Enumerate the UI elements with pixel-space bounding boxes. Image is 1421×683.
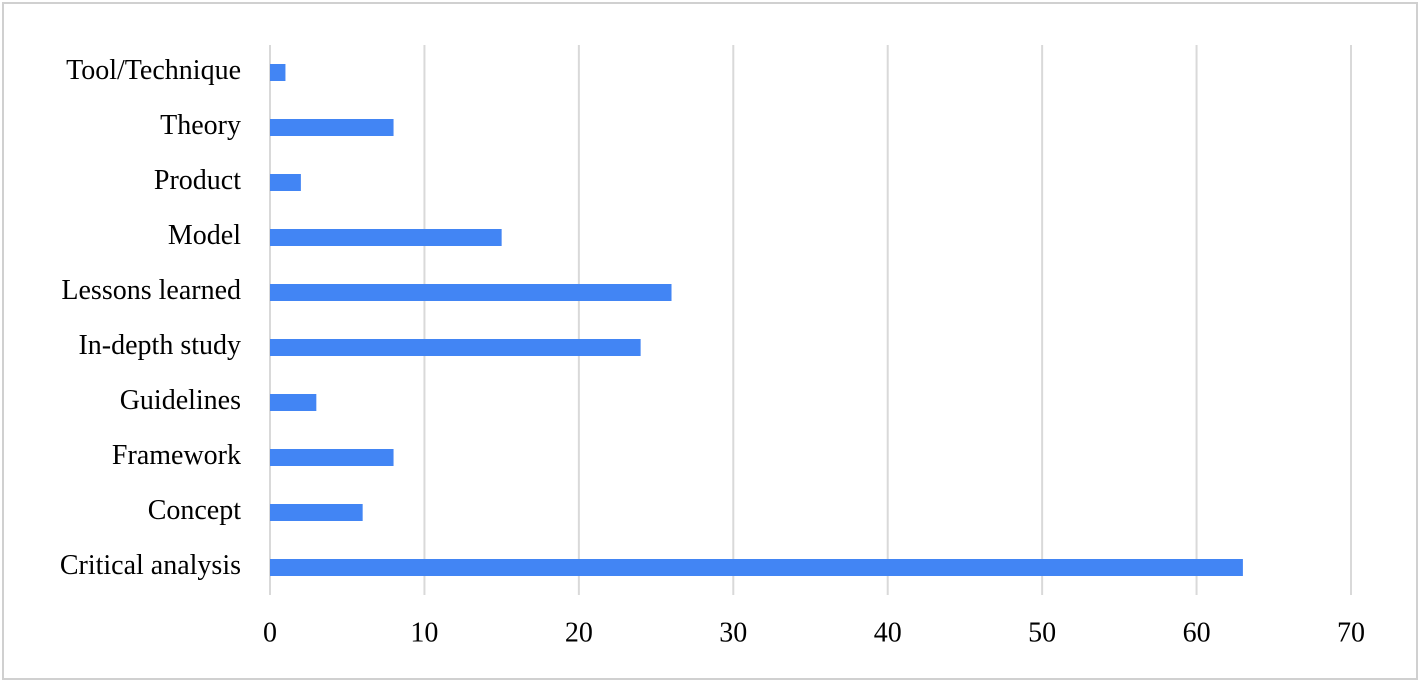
y-tick-label: Guidelines	[120, 385, 241, 416]
x-tick-label: 30	[719, 617, 747, 648]
bar	[270, 559, 1243, 576]
bar	[270, 64, 286, 81]
x-tick-label: 50	[1028, 617, 1056, 648]
x-tick-label: 40	[874, 617, 902, 648]
y-tick-label: Lessons learned	[61, 275, 241, 306]
bar	[270, 504, 363, 521]
y-tick-label: Model	[168, 220, 241, 251]
bar	[270, 119, 394, 136]
x-tick-label: 20	[565, 617, 593, 648]
y-tick-label: Critical analysis	[60, 550, 241, 581]
bar	[270, 229, 502, 246]
y-tick-label: Concept	[148, 495, 242, 526]
x-tick-label: 0	[263, 617, 277, 648]
bar	[270, 174, 301, 191]
y-tick-label: Product	[154, 165, 241, 196]
y-tick-label: Theory	[160, 110, 241, 141]
x-tick-label: 60	[1183, 617, 1211, 648]
bar	[270, 284, 672, 301]
bar	[270, 339, 641, 356]
x-tick-label: 70	[1337, 617, 1365, 648]
bar	[270, 449, 394, 466]
x-tick-label: 10	[410, 617, 438, 648]
y-tick-label: Tool/Technique	[66, 55, 241, 86]
y-tick-label: In-depth study	[78, 330, 241, 361]
bar	[270, 394, 317, 411]
y-tick-label: Framework	[112, 440, 241, 471]
